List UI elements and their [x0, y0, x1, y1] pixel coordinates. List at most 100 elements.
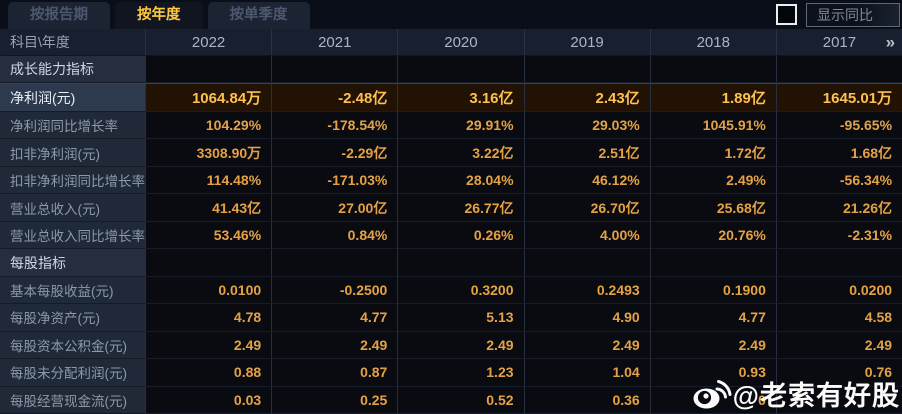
cell-value: 1.04	[523, 359, 650, 387]
indicator-table: 科目\年度 2022 2021 2020 2019 2018 2017 » 成长…	[0, 29, 902, 414]
cell-value	[523, 56, 650, 84]
row-label: 每股指标	[0, 249, 145, 277]
show-yoy-button[interactable]: 显示同比	[806, 3, 900, 27]
cell-value: -2.29亿	[271, 139, 398, 167]
table-row[interactable]: 营业总收入同比增长率 53.46% 0.84% 0.26% 4.00% 20.7…	[0, 221, 902, 250]
row-label: 成长能力指标	[0, 56, 145, 84]
cell-value: 2.49	[397, 331, 524, 360]
corner-header: 科目\年度	[10, 34, 70, 50]
table-row[interactable]: 基本每股收益(元) 0.0100 -0.2500 0.3200 0.2493 0…	[0, 276, 902, 305]
table-row[interactable]: 净利润同比增长率 104.29% -178.54% 29.91% 29.03% …	[0, 111, 902, 140]
year-header-label: 2017	[822, 33, 857, 51]
cell-value	[649, 56, 776, 84]
table-row[interactable]: 扣非净利润同比增长率 114.48% -171.03% 28.04% 46.12…	[0, 166, 902, 195]
cell-value	[649, 249, 776, 277]
cell-value: 1.23	[397, 359, 524, 387]
cell-value: 0.76	[775, 359, 902, 387]
cell-value	[397, 249, 524, 277]
cell-value: -2.48亿	[271, 84, 398, 112]
cell-value: 25.68亿	[649, 194, 776, 222]
table-row[interactable]: 扣非净利润(元) 3308.90万 -2.29亿 3.22亿 2.51亿 1.7…	[0, 139, 902, 167]
row-label: 净利润(元)	[0, 84, 145, 112]
cell-value: 3.22亿	[397, 139, 524, 167]
row-label: 每股未分配利润(元)	[0, 359, 145, 387]
year-header-2020[interactable]: 2020	[397, 29, 523, 55]
cell-value: 4.78	[145, 304, 272, 332]
row-label: 扣非净利润(元)	[0, 139, 145, 167]
table-row[interactable]: 营业总收入(元) 41.43亿 27.00亿 26.77亿 26.70亿 25.…	[0, 194, 902, 222]
table-row[interactable]: 每股未分配利润(元) 0.88 0.87 1.23 1.04 0.93 0.76	[0, 359, 902, 387]
table-row[interactable]: 净利润(元) 1064.84万 -2.48亿 3.16亿 2.43亿 1.89亿…	[0, 83, 902, 112]
cell-value: 27.00亿	[271, 194, 398, 222]
cell-value: 0.1900	[649, 276, 776, 305]
cell-value	[145, 56, 272, 84]
cell-value: 114.48%	[145, 166, 272, 195]
cell-value: 28.04%	[397, 166, 524, 195]
show-yoy-checkbox[interactable]	[776, 4, 797, 25]
cell-value	[397, 56, 524, 84]
table-row[interactable]: 每股经营现金流(元) 0.03 0.25 0.52 0.36 0	[0, 386, 902, 414]
cell-value	[775, 56, 902, 84]
cell-value	[523, 249, 650, 277]
table-row[interactable]: 每股净资产(元) 4.78 4.77 5.13 4.90 4.77 4.58	[0, 304, 902, 332]
cell-value: 104.29%	[145, 111, 272, 140]
cell-value: 4.00%	[523, 221, 650, 250]
year-header-2019[interactable]: 2019	[523, 29, 650, 55]
tab-by-report-period[interactable]: 按报告期	[8, 2, 110, 29]
cell-value: 41.43亿	[145, 194, 272, 222]
table-row[interactable]: 每股指标	[0, 249, 902, 277]
cell-value: 26.70亿	[523, 194, 650, 222]
cell-value: -56.34%	[775, 166, 902, 195]
cell-value: 2.49%	[649, 166, 776, 195]
cell-value	[271, 249, 398, 277]
cell-value: -95.65%	[775, 111, 902, 140]
cell-value: -171.03%	[271, 166, 398, 195]
cell-value: 0.87	[271, 359, 398, 387]
cell-value: 0.84%	[271, 221, 398, 250]
cell-value: 4.58	[775, 304, 902, 332]
cell-value: 20.76%	[649, 221, 776, 250]
tab-by-single-quarter[interactable]: 按单季度	[207, 2, 310, 29]
cell-value	[271, 56, 398, 84]
cell-value: 2.49	[523, 331, 650, 360]
cell-value: 2.49	[145, 331, 272, 360]
cell-value: 21.26亿	[775, 194, 902, 222]
row-label: 营业总收入同比增长率	[0, 221, 145, 250]
cell-value: 1.72亿	[649, 139, 776, 167]
row-label: 每股净资产(元)	[0, 304, 145, 332]
cell-value: 0.2493	[523, 276, 650, 305]
cell-value: 53.46%	[145, 221, 272, 250]
year-header-2017[interactable]: 2017 »	[775, 29, 902, 55]
cell-value: 3308.90万	[145, 139, 272, 167]
cell-value: 2.49	[649, 331, 776, 360]
cell-value: -0.2500	[271, 276, 398, 305]
cell-value: 4.77	[271, 304, 398, 332]
table-header-row: 科目\年度 2022 2021 2020 2019 2018 2017 »	[0, 29, 902, 56]
year-header-2018[interactable]: 2018	[649, 29, 776, 55]
table-row[interactable]: 成长能力指标	[0, 56, 902, 84]
cell-value: 4.90	[523, 304, 650, 332]
cell-value: 1045.91%	[649, 111, 776, 140]
cell-value: 29.03%	[523, 111, 650, 140]
year-header-2022[interactable]: 2022	[145, 29, 271, 55]
cell-value: 29.91%	[397, 111, 524, 140]
cell-value: 0.26%	[397, 221, 524, 250]
cell-value: 2.49	[775, 331, 902, 360]
cell-value: 3.16亿	[397, 84, 524, 112]
row-label: 每股经营现金流(元)	[0, 386, 145, 414]
row-label: 基本每股收益(元)	[0, 276, 145, 305]
cell-value: -2.31%	[775, 221, 902, 250]
cell-value: 1645.01万	[775, 84, 902, 112]
more-columns-icon[interactable]: »	[885, 32, 896, 52]
cell-value: 4.77	[649, 304, 776, 332]
table-row[interactable]: 每股资本公积金(元) 2.49 2.49 2.49 2.49 2.49 2.49	[0, 331, 902, 360]
cell-value: 46.12%	[523, 166, 650, 195]
cell-value	[775, 386, 902, 414]
cell-value: 0.0200	[775, 276, 902, 305]
tab-by-year[interactable]: 按年度	[115, 2, 203, 29]
cell-value: 0.0100	[145, 276, 272, 305]
cell-value: 2.49	[271, 331, 398, 360]
row-label: 扣非净利润同比增长率	[0, 166, 145, 195]
year-header-2021[interactable]: 2021	[271, 29, 397, 55]
cell-value: 26.77亿	[397, 194, 524, 222]
